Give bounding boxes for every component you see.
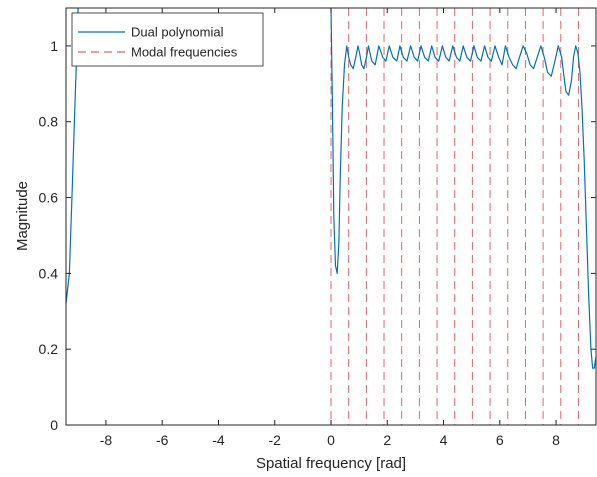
x-tick-label: -6 bbox=[156, 432, 169, 448]
y-axis-ticks: 0 0.2 0.4 0.6 0.8 1 bbox=[39, 38, 596, 433]
y-tick-label: 0.4 bbox=[39, 265, 59, 281]
y-axis-label: Magnitude bbox=[14, 181, 31, 251]
x-tick-label: 2 bbox=[383, 432, 391, 448]
y-tick-label: 0.8 bbox=[39, 114, 59, 130]
legend-label-modal-frequencies: Modal frequencies bbox=[131, 45, 238, 60]
x-tick-label: 6 bbox=[496, 432, 504, 448]
modal-frequency-lines bbox=[330, 8, 579, 425]
x-tick-label: -2 bbox=[269, 432, 282, 448]
y-tick-label: 0 bbox=[50, 417, 58, 433]
legend-box bbox=[71, 12, 264, 67]
axes-box bbox=[65, 7, 597, 426]
legend: Dual polynomial Modal frequencies bbox=[71, 12, 264, 67]
x-tick-label: 8 bbox=[552, 432, 560, 448]
x-tick-label: -4 bbox=[212, 432, 225, 448]
y-tick-label: 0.6 bbox=[39, 190, 59, 206]
x-axis-label: Spatial frequency [rad] bbox=[256, 455, 406, 472]
x-tick-label: -8 bbox=[100, 432, 113, 448]
x-axis-ticks: -8 -6 -4 -2 0 2 4 6 8 bbox=[100, 8, 560, 448]
y-tick-label: 0.2 bbox=[39, 341, 59, 357]
x-tick-label: 0 bbox=[327, 432, 335, 448]
legend-label-dual-polynomial: Dual polynomial bbox=[131, 25, 224, 40]
dual-polynomial-line-segment bbox=[330, 8, 596, 369]
y-tick-label: 1 bbox=[50, 38, 58, 54]
x-tick-label: 4 bbox=[440, 432, 448, 448]
